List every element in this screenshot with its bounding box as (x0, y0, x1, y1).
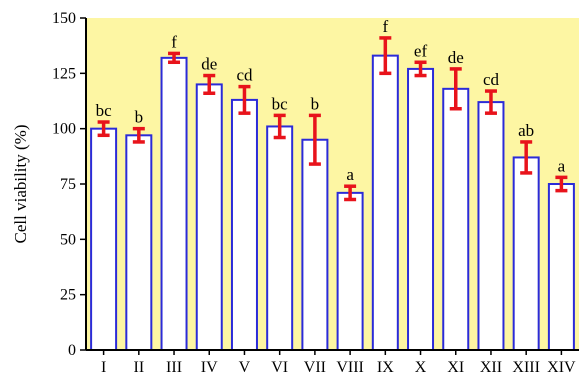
axes: I II III IV V VI VII VIII IX X XI XII XIII XIV0255075… (52, 10, 579, 376)
bar-II (125, 134, 153, 351)
error-bar-IV (203, 73, 216, 96)
x-tick-label-V: V (239, 359, 251, 376)
y-tick-label-0: 0 (68, 342, 76, 359)
bar-X (407, 67, 435, 351)
error-bar-XII (484, 89, 497, 115)
error-bar-II (132, 126, 145, 144)
significance-label-I: bc (96, 101, 113, 120)
error-bar-V (238, 84, 251, 115)
error-bar-XIII (520, 140, 533, 175)
error-bar-VI (273, 113, 286, 140)
significance-label-VIII: a (346, 165, 354, 184)
bar-XII (477, 101, 505, 351)
significance-label-XII: cd (483, 70, 500, 89)
significance-label-XIII: ab (518, 121, 534, 140)
error-bar-X (414, 60, 427, 78)
x-tick-label-XII: XII (480, 359, 502, 376)
significance-label-XI: de (448, 48, 464, 67)
significance-label-V: cd (236, 66, 253, 85)
x-tick-label-X: X (415, 359, 427, 376)
significance-label-VII: b (311, 94, 320, 113)
x-tick-label-XIII: XIII (512, 359, 540, 376)
bar-V (230, 98, 258, 352)
error-bar-VIII (344, 184, 357, 202)
y-tick-label-150: 150 (52, 10, 76, 27)
error-bar-I (97, 120, 110, 138)
x-tick-label-XI: XI (447, 359, 464, 376)
bar-IV (195, 83, 223, 352)
x-tick-label-VIII: VIII (336, 359, 364, 376)
significance-label-IX: f (382, 17, 388, 36)
x-tick-label-IX: IX (377, 359, 394, 376)
y-tick-label-25: 25 (60, 287, 76, 304)
bar-VIII (336, 191, 364, 351)
bar-IX (371, 54, 399, 351)
y-axis-title: Cell viability (%) (11, 125, 30, 244)
significance-label-III: f (171, 32, 177, 51)
y-tick-label-75: 75 (60, 176, 76, 193)
error-bars (97, 36, 568, 202)
y-tick-label-100: 100 (52, 121, 76, 138)
error-bar-IX (379, 36, 392, 76)
error-bar-VII (308, 113, 321, 166)
x-tick-label-XIV: XIV (547, 359, 576, 376)
y-tick-label-125: 125 (52, 65, 76, 82)
x-tick-label-VI: VI (271, 359, 288, 376)
x-tick-label-II: II (133, 359, 144, 376)
x-tick-label-III: III (166, 359, 182, 376)
bar-XIII (512, 156, 540, 351)
plot-background (86, 18, 579, 350)
x-tick-label-I: I (101, 359, 106, 376)
bar-I (90, 127, 118, 351)
x-tick-label-VII: VII (304, 359, 326, 376)
error-bar-XI (449, 67, 462, 111)
bar-III (160, 56, 188, 352)
x-tick-label-IV: IV (201, 359, 218, 376)
bar-VI (266, 125, 294, 351)
error-bar-XIV (555, 175, 568, 193)
error-bar-III (168, 51, 181, 65)
y-tick-label-50: 50 (60, 231, 76, 248)
significance-label-II: b (135, 108, 144, 127)
bar-XI (442, 87, 470, 352)
bar-VII (301, 138, 329, 351)
bar-XIV (547, 183, 575, 351)
significance-label-XIV: a (558, 156, 566, 175)
significance-label-X: ef (414, 41, 428, 60)
significance-label-VI: bc (272, 94, 289, 113)
significance-label-IV: de (201, 55, 217, 74)
